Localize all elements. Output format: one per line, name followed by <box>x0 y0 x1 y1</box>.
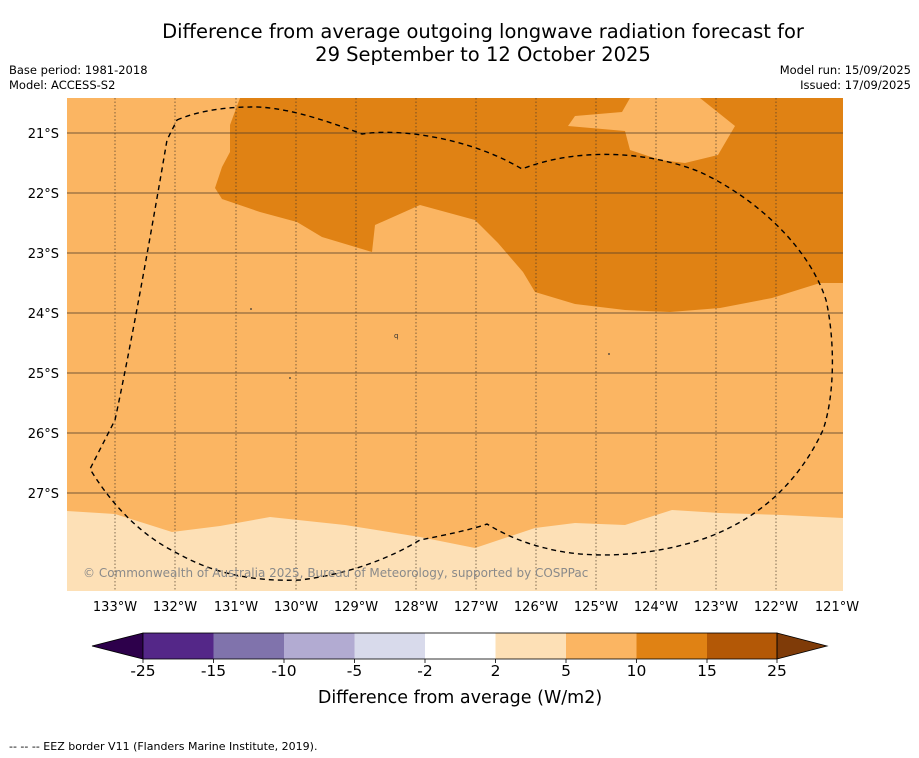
colorbar-tick: -2 <box>417 662 432 680</box>
colorbar-segment <box>425 633 496 659</box>
lat-label: 24°S <box>28 307 59 322</box>
lon-label: 126°W <box>514 600 558 615</box>
colorbar-tick: 25 <box>767 662 787 680</box>
model-name: Model: ACCESS-S2 <box>9 78 116 92</box>
colorbar-tick: -5 <box>347 662 362 680</box>
lon-label: 132°W <box>153 600 197 615</box>
colorbar-tick: -15 <box>201 662 226 680</box>
colorbar-tick: -10 <box>271 662 296 680</box>
lat-label: 25°S <box>28 367 59 382</box>
colorbar: -25 -15 -10 -5 -2 2 5 10 15 25 Differenc… <box>91 632 829 708</box>
graticule <box>67 98 843 591</box>
colorbar-low-extend <box>91 632 144 660</box>
colorbar-high-extend <box>776 632 829 660</box>
band-10-15 <box>215 98 843 312</box>
lat-label: 23°S <box>28 247 59 262</box>
lon-label: 133°W <box>93 600 137 615</box>
lon-label: 121°W <box>815 600 859 615</box>
eez-border <box>89 106 834 581</box>
colorbar-segment <box>354 633 425 659</box>
title-line-2: 29 September to 12 October 2025 <box>315 43 651 66</box>
title-line-1: Difference from average outgoing longwav… <box>162 20 804 43</box>
colorbar-segment <box>284 633 355 659</box>
lon-label: 130°W <box>274 600 318 615</box>
colorbar-tick: -25 <box>130 662 155 680</box>
colorbar-segment <box>566 633 637 659</box>
lat-label: 27°S <box>28 487 59 502</box>
model-info: Base period: 1981-2018 Model: ACCESS-S2 <box>9 63 148 93</box>
colorbar-segment <box>636 633 707 659</box>
lon-label: 131°W <box>214 600 258 615</box>
island-markers: q <box>250 308 610 379</box>
lon-label: 127°W <box>454 600 498 615</box>
lon-label: 124°W <box>634 600 678 615</box>
colorbar-frame <box>142 632 778 660</box>
colorbar-segment <box>143 633 214 659</box>
eez-legend: -- -- -- EEZ border V11 (Flanders Marine… <box>9 740 318 753</box>
lat-label: 26°S <box>28 427 59 442</box>
colorbar-segment <box>707 633 777 659</box>
colorbar-segment <box>495 633 566 659</box>
lat-label: 22°S <box>28 187 59 202</box>
lon-label: 123°W <box>694 600 738 615</box>
lon-label: 125°W <box>574 600 618 615</box>
colorbar-tick: 10 <box>627 662 647 680</box>
map-area: q © Commonwealth of Australia 2025, Bure… <box>67 98 843 591</box>
svg-text:q: q <box>394 332 398 340</box>
model-run: Model run: 15/09/2025 <box>779 63 911 77</box>
run-info: Model run: 15/09/2025 Issued: 17/09/2025 <box>780 63 911 93</box>
colorbar-tick: 15 <box>697 662 717 680</box>
longitude-labels: 133°W 132°W 131°W 130°W 129°W 128°W 127°… <box>93 600 859 615</box>
issued-date: Issued: 17/09/2025 <box>800 78 911 92</box>
band-2-5 <box>67 510 843 591</box>
colorbar-tick: 5 <box>561 662 571 680</box>
base-period: Base period: 1981-2018 <box>9 63 148 77</box>
lon-label: 128°W <box>394 600 438 615</box>
map-title: Difference from average outgoing longwav… <box>0 20 919 66</box>
colorbar-label: Difference from average (W/m2) <box>318 688 602 708</box>
colorbar-segment <box>213 633 284 659</box>
lon-label: 122°W <box>754 600 798 615</box>
lat-label: 21°S <box>28 127 59 142</box>
copyright-notice: © Commonwealth of Australia 2025, Bureau… <box>83 566 588 580</box>
lon-label: 129°W <box>334 600 378 615</box>
latitude-labels: 21°S 22°S 23°S 24°S 25°S 26°S 27°S <box>28 127 59 502</box>
colorbar-tick: 2 <box>491 662 501 680</box>
